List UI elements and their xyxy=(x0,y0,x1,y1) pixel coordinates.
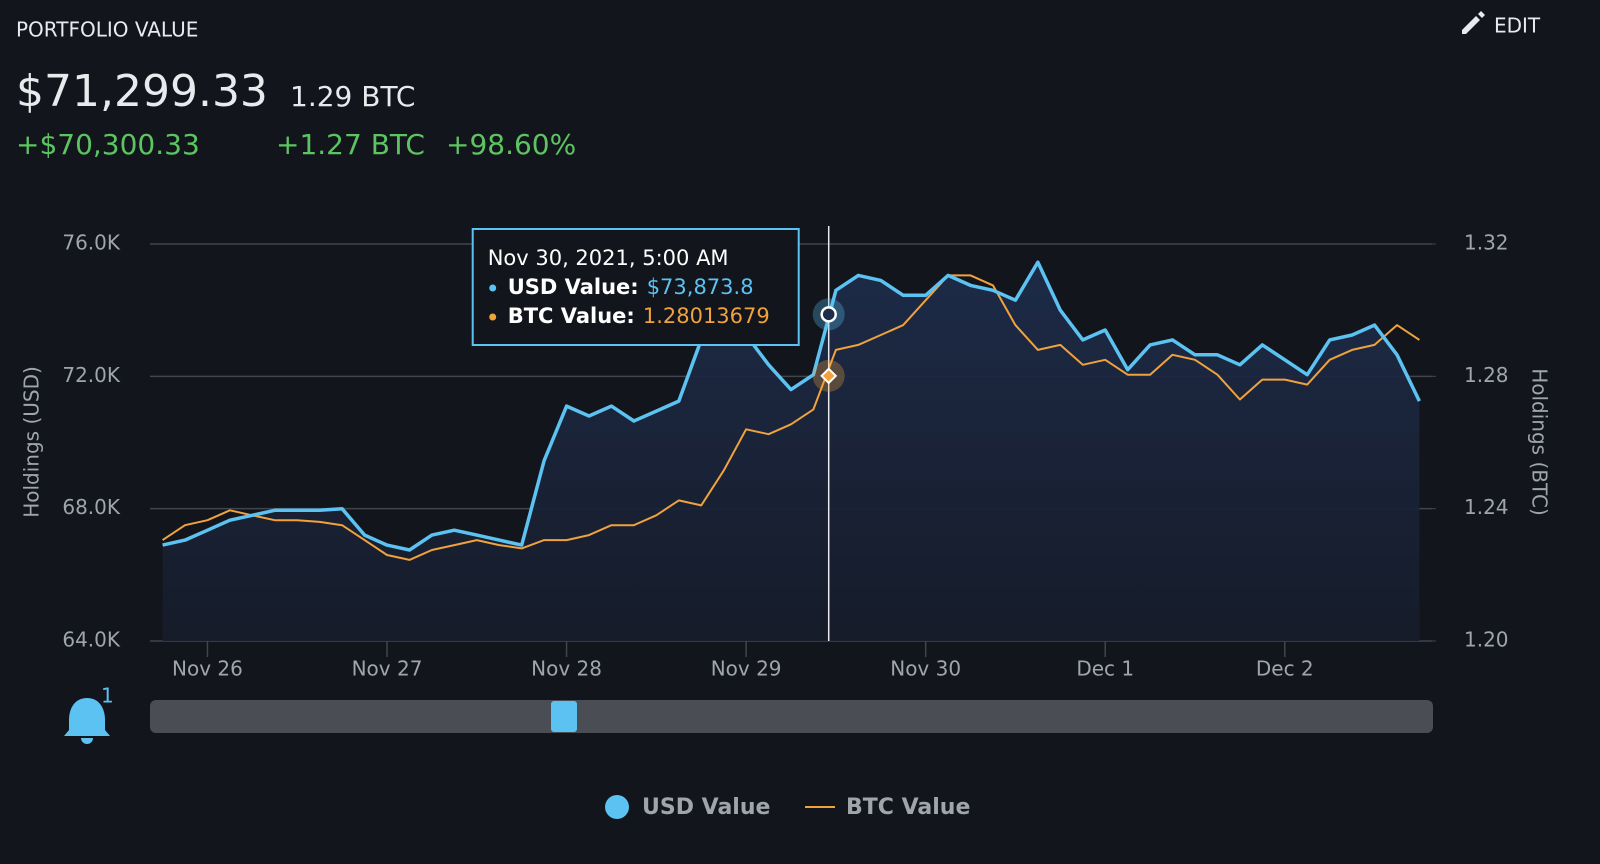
series-line xyxy=(162,260,1421,552)
edit-button[interactable]: EDIT xyxy=(1462,11,1541,38)
tooltip-box xyxy=(471,228,800,346)
y2-axis-label: Holdings (BTC) xyxy=(1528,368,1552,516)
x-tick-label: Nov 28 xyxy=(531,657,602,681)
edit-label: EDIT xyxy=(1494,14,1541,38)
legend-label: USD Value xyxy=(642,795,770,820)
x-tick-label: Dec 1 xyxy=(1076,657,1134,681)
edit-icon xyxy=(1462,11,1485,34)
bell-icon xyxy=(64,698,110,744)
y-tick-label: 72.0K xyxy=(62,363,121,387)
y2-tick-label: 1.32 xyxy=(1464,231,1509,255)
usd-area xyxy=(162,262,1420,641)
usd-total: $71,299.33 xyxy=(16,66,268,117)
y2-tick-label: 1.28 xyxy=(1464,363,1509,387)
plot: 64.0K 68.0K 72.0K 76.0K 1.20 1.24 1.28 1.32 Nov … xyxy=(62,226,1509,681)
tooltip: Nov 30, 2021, 5:00 AM USD Value: $73,873.8… xyxy=(471,228,800,346)
tooltip-bullet xyxy=(489,313,497,321)
range-handle[interactable] xyxy=(551,701,577,732)
y-tick-label: 64.0K xyxy=(62,628,121,652)
title: PORTFOLIO VALUE xyxy=(16,18,198,42)
btc-total: 1.29 BTC xyxy=(290,80,415,113)
tooltip-date: Nov 30, 2021, 5:00 AM xyxy=(488,246,729,270)
x-tick-label: Nov 26 xyxy=(172,657,243,681)
y-tick-label: 76.0K xyxy=(62,231,121,255)
x-tick-label: Dec 2 xyxy=(1256,657,1314,681)
range-scrollbar[interactable] xyxy=(150,700,1433,733)
alert-bell[interactable]: 1 xyxy=(64,684,114,745)
legend: USD Value BTC Value xyxy=(605,795,970,820)
pct-change: +98.60% xyxy=(446,128,576,161)
y2-tick-label: 1.24 xyxy=(1464,495,1509,519)
x-tick-label: Nov 27 xyxy=(352,657,423,681)
x-tick-label: Nov 29 xyxy=(711,657,782,681)
x-tick-label: Nov 30 xyxy=(890,657,961,681)
legend-label: BTC Value xyxy=(846,795,970,820)
tooltip-bullet xyxy=(489,284,497,292)
tooltip-label: BTC Value: xyxy=(508,304,635,328)
legend-marker xyxy=(605,795,629,819)
y-tick-label: 68.0K xyxy=(62,495,121,519)
tooltip-row: USD Value: $73,873.8 xyxy=(508,275,754,299)
hover-usd-point xyxy=(820,306,837,323)
tooltip-value: 1.28013679 xyxy=(643,304,770,328)
tooltip-label: USD Value: xyxy=(508,275,639,299)
btc-change: +1.27 BTC xyxy=(276,128,425,161)
tooltip-row: BTC Value: 1.28013679 xyxy=(508,304,770,328)
series-line xyxy=(162,274,1420,561)
tooltip-value: $73,873.8 xyxy=(647,275,754,299)
usd-change: +$70,300.33 xyxy=(16,128,200,161)
y-axis-label: Holdings (USD) xyxy=(20,366,44,518)
y2-tick-label: 1.20 xyxy=(1464,628,1509,652)
hover-btc-point xyxy=(820,367,838,385)
alert-count: 1 xyxy=(101,684,114,708)
